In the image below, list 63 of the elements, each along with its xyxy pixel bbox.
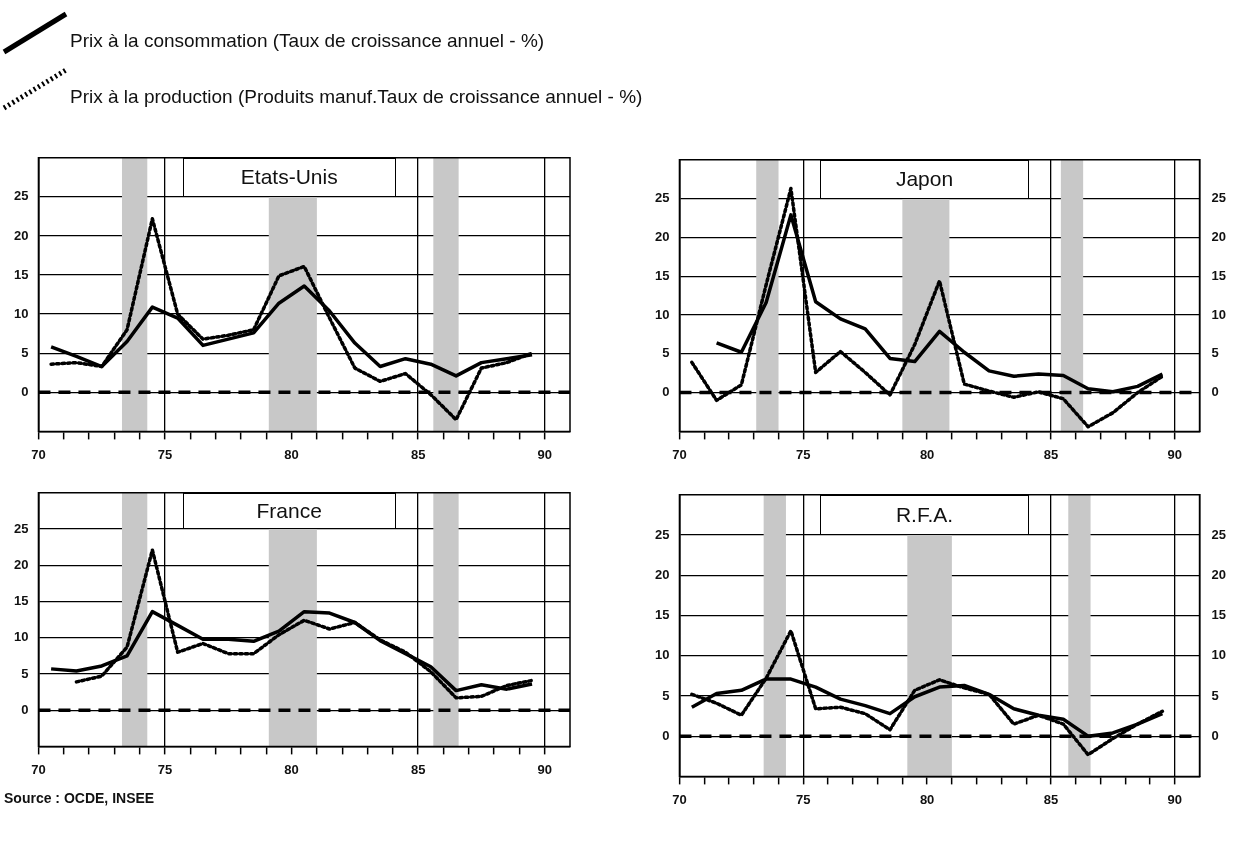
y-tick-label: 5 <box>662 345 670 361</box>
x-tick-label: 80 <box>284 761 299 777</box>
x-tick-label: 70 <box>31 761 46 777</box>
x-tick-label: 70 <box>31 446 46 462</box>
y-tick-label: 25 <box>13 188 29 204</box>
y2-tick-label: 5 <box>1211 345 1219 361</box>
y2-tick-label: 20 <box>1211 228 1227 244</box>
y2-tick-label: 25 <box>1211 526 1227 542</box>
y-tick-label: 10 <box>13 629 29 645</box>
x-tick-label: 85 <box>1043 446 1059 462</box>
x-tick-label: 90 <box>537 761 552 777</box>
y2-tick-label: 20 <box>1211 566 1227 582</box>
x-tick-label: 90 <box>1167 791 1183 807</box>
x-tick-label: 75 <box>157 446 173 462</box>
y2-tick-label: 10 <box>1211 647 1227 663</box>
y-tick-label: 15 <box>654 607 670 623</box>
x-tick-label: 80 <box>284 446 299 462</box>
y2-tick-label: 10 <box>1211 306 1227 322</box>
y-tick-label: 0 <box>662 727 670 743</box>
y-tick-label: 5 <box>21 665 29 681</box>
y-tick-label: 20 <box>13 556 29 572</box>
y-tick-label: 5 <box>21 344 29 360</box>
chart-title: Etats-Unis <box>240 165 338 190</box>
y-tick-label: 5 <box>662 687 670 703</box>
y2-tick-label: 15 <box>1211 607 1227 623</box>
y2-tick-label: 5 <box>1211 687 1219 703</box>
legend-label: Prix à la consommation (Taux de croissance annuel - %) <box>70 30 545 53</box>
x-tick-label: 85 <box>410 761 426 777</box>
x-tick-label: 80 <box>919 791 935 807</box>
x-tick-label: 75 <box>796 446 811 462</box>
x-tick-label: 70 <box>672 446 687 462</box>
y-tick-label: 0 <box>21 701 29 717</box>
y2-tick-label: 15 <box>1211 267 1227 283</box>
y2-tick-label: 25 <box>1211 190 1227 206</box>
y-tick-label: 20 <box>13 227 29 243</box>
y-tick-label: 15 <box>13 266 29 282</box>
x-tick-label: 90 <box>537 446 552 462</box>
x-tick-label: 90 <box>1167 446 1183 462</box>
y-tick-label: 25 <box>654 190 670 206</box>
x-tick-label: 75 <box>796 791 811 807</box>
chart-title: R.F.A. <box>895 502 954 527</box>
chart-title: France <box>256 498 322 523</box>
x-tick-label: 75 <box>157 761 173 777</box>
y-tick-label: 10 <box>13 305 29 321</box>
y-tick-label: 20 <box>654 566 670 582</box>
y-tick-label: 15 <box>13 593 29 609</box>
y2-tick-label: 0 <box>1211 727 1219 743</box>
y-tick-label: 25 <box>654 526 670 542</box>
legend-label: Prix à la production (Produits manuf.Taux de croissance annuel - %) <box>70 86 643 109</box>
x-tick-label: 70 <box>672 791 687 807</box>
y2-tick-label: 0 <box>1211 384 1219 400</box>
x-tick-label: 80 <box>919 446 935 462</box>
x-tick-label: 85 <box>1043 791 1059 807</box>
y-tick-label: 0 <box>662 384 670 400</box>
y-tick-label: 10 <box>654 306 670 322</box>
y-tick-label: 25 <box>13 520 29 536</box>
y-tick-label: 15 <box>654 267 670 283</box>
y-tick-label: 20 <box>654 228 670 244</box>
source-note: Source : OCDE, INSEE <box>3 790 156 806</box>
y-tick-label: 10 <box>654 647 670 663</box>
chart-title: Japon <box>895 167 954 192</box>
x-tick-label: 85 <box>410 446 426 462</box>
y-tick-label: 0 <box>21 383 29 399</box>
